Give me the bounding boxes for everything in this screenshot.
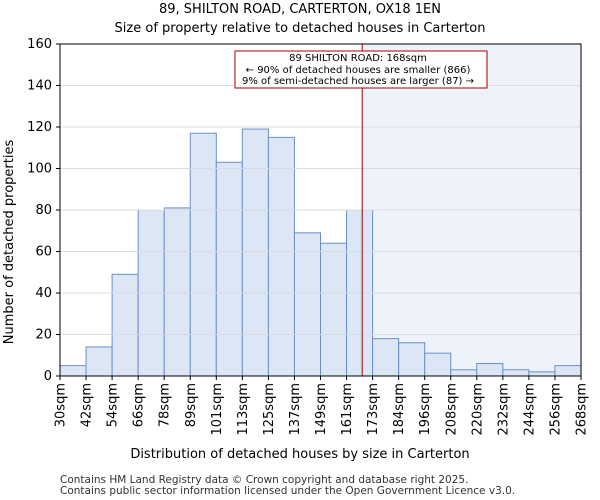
bar-244sqm xyxy=(528,371,556,377)
x-tick-label: 184sqm xyxy=(392,383,407,436)
x-tick-label: 196sqm xyxy=(418,383,433,436)
x-tick-label: 42sqm xyxy=(80,383,95,427)
annotation-frame xyxy=(234,50,488,89)
bar-89sqm xyxy=(189,132,217,377)
bar-42sqm xyxy=(85,346,113,377)
bar-256sqm xyxy=(554,365,582,377)
x-tick-label: 232sqm xyxy=(496,383,511,436)
x-axis-label: Distribution of detached houses by size … xyxy=(130,447,469,462)
x-tick-label: 30sqm xyxy=(54,383,69,427)
y-tick-label: 40 xyxy=(35,286,52,301)
bar-184sqm xyxy=(398,342,426,377)
bar-196sqm xyxy=(424,352,452,377)
bar-113sqm xyxy=(241,128,269,377)
annotation-box: 89 SHILTON ROAD: 168sqm ← 90% of detache… xyxy=(234,50,488,89)
y-axis-label: Number of detached properties xyxy=(2,140,17,345)
plot-frame xyxy=(59,43,582,377)
x-tick-label: 161sqm xyxy=(340,383,355,436)
bar-101sqm xyxy=(215,161,243,377)
y-tick-label: 100 xyxy=(27,162,52,177)
chart-subtitle: Size of property relative to detached ho… xyxy=(115,21,486,36)
x-tick-label: 66sqm xyxy=(132,383,147,427)
y-tick-label: 80 xyxy=(35,203,52,218)
x-tick-label: 113sqm xyxy=(236,383,251,436)
x-axis-ticks: 30sqm 42sqm 54sqm 66sqm 78sqm 89sqm 101sqm 113s… xyxy=(54,376,590,436)
bar-30sqm xyxy=(59,365,87,377)
x-tick-label: 125sqm xyxy=(262,383,277,436)
x-tick-label: 78sqm xyxy=(158,383,173,427)
y-tick-label: 20 xyxy=(35,328,52,343)
x-tick-label: 137sqm xyxy=(288,383,303,436)
y-tick-label: 160 xyxy=(27,37,52,52)
bar-149sqm xyxy=(320,242,348,377)
x-tick-label: 208sqm xyxy=(444,383,459,436)
y-tick-label: 60 xyxy=(35,245,52,260)
x-tick-label: 244sqm xyxy=(522,383,537,436)
bar-220sqm xyxy=(476,363,504,377)
x-tick-label: 54sqm xyxy=(106,383,121,427)
x-tick-label: 101sqm xyxy=(210,383,225,436)
chart-title: 89, SHILTON ROAD, CARTERTON, OX18 1EN xyxy=(159,2,441,17)
y-tick-label: 0 xyxy=(44,369,52,384)
bar-232sqm xyxy=(502,369,530,377)
footer-line-1: Contains HM Land Registry data © Crown c… xyxy=(60,474,468,486)
x-tick-label: 173sqm xyxy=(366,383,381,436)
x-tick-label: 220sqm xyxy=(470,383,485,436)
x-tick-label: 149sqm xyxy=(314,383,329,436)
annotation-line-2: ← 90% of detached houses are smaller (86… xyxy=(246,65,471,76)
x-tick-label: 256sqm xyxy=(548,383,563,436)
x-tick-label: 89sqm xyxy=(184,383,199,427)
footer-line-2: Contains public sector information licen… xyxy=(60,485,515,497)
y-tick-label: 140 xyxy=(27,79,52,94)
annotation-line-3: 9% of semi-detached houses are larger (8… xyxy=(242,76,474,87)
x-tick-label: 268sqm xyxy=(575,383,590,436)
bar-125sqm xyxy=(267,136,295,377)
bar-78sqm xyxy=(163,207,191,377)
bar-54sqm xyxy=(111,273,139,377)
bar-137sqm xyxy=(293,232,322,377)
bar-173sqm xyxy=(372,338,400,377)
bar-208sqm xyxy=(450,369,478,377)
annotation-line-1: 89 SHILTON ROAD: 168sqm xyxy=(289,53,427,64)
y-tick-label: 120 xyxy=(27,120,52,135)
